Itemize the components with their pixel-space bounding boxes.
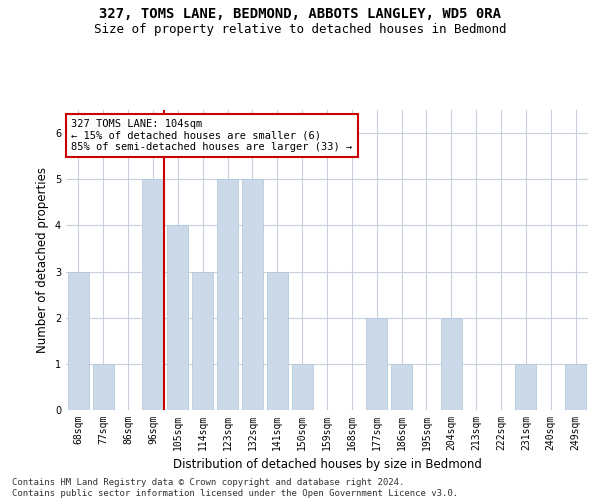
- Text: Size of property relative to detached houses in Bedmond: Size of property relative to detached ho…: [94, 22, 506, 36]
- Bar: [267, 272, 288, 410]
- Text: Contains HM Land Registry data © Crown copyright and database right 2024.
Contai: Contains HM Land Registry data © Crown c…: [12, 478, 458, 498]
- Bar: [167, 226, 188, 410]
- Bar: [366, 318, 387, 410]
- Bar: [93, 364, 114, 410]
- Bar: [441, 318, 462, 410]
- Bar: [515, 364, 536, 410]
- Bar: [292, 364, 313, 410]
- Bar: [565, 364, 586, 410]
- Y-axis label: Number of detached properties: Number of detached properties: [37, 167, 49, 353]
- X-axis label: Distribution of detached houses by size in Bedmond: Distribution of detached houses by size …: [173, 458, 481, 471]
- Bar: [142, 179, 164, 410]
- Bar: [192, 272, 213, 410]
- Bar: [217, 179, 238, 410]
- Text: 327 TOMS LANE: 104sqm
← 15% of detached houses are smaller (6)
85% of semi-detac: 327 TOMS LANE: 104sqm ← 15% of detached …: [71, 119, 352, 152]
- Bar: [391, 364, 412, 410]
- Bar: [242, 179, 263, 410]
- Text: 327, TOMS LANE, BEDMOND, ABBOTS LANGLEY, WD5 0RA: 327, TOMS LANE, BEDMOND, ABBOTS LANGLEY,…: [99, 8, 501, 22]
- Bar: [68, 272, 89, 410]
